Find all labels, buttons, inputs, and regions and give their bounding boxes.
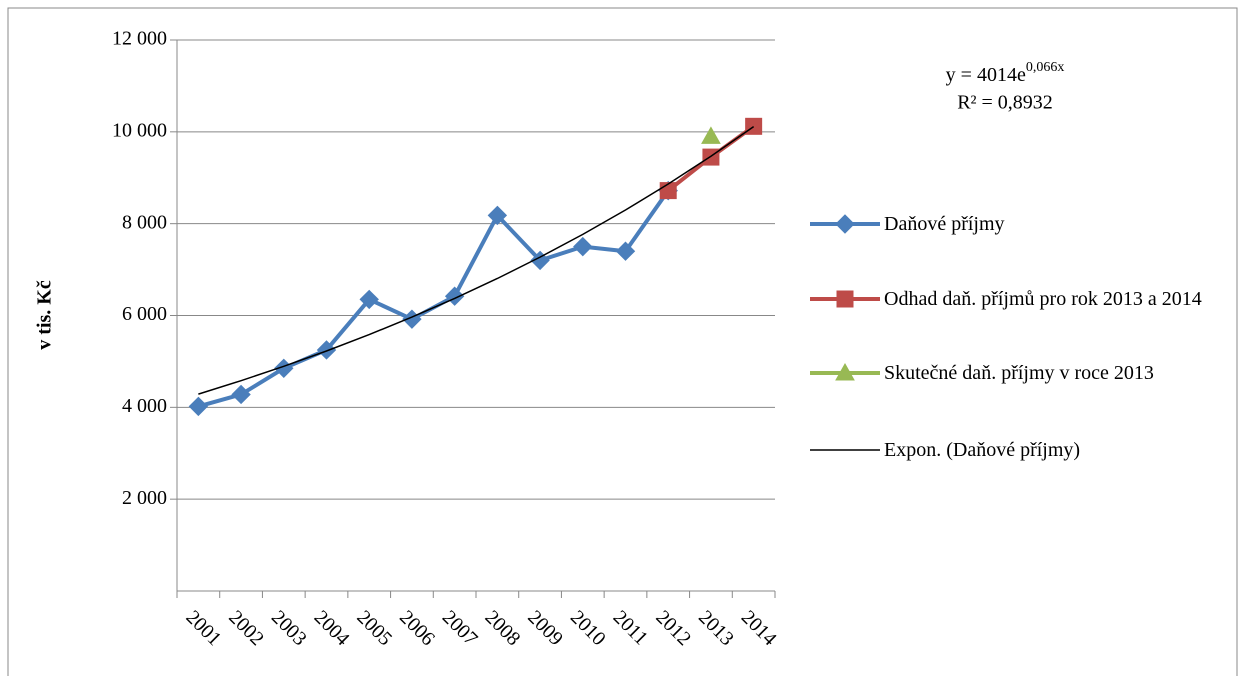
x-tick-label: 2012 xyxy=(651,606,695,650)
diamond-marker xyxy=(359,289,379,310)
x-tick-label: 2008 xyxy=(481,606,525,650)
x-tick-label: 2006 xyxy=(395,606,439,650)
chart-frame xyxy=(7,7,1238,676)
square-marker xyxy=(745,117,763,135)
legend-label: Odhad daň. příjmů pro rok 2013 a 2014 xyxy=(884,288,1202,310)
trend-equation: y = 4014e0,066x xyxy=(946,60,1065,85)
equation-exponent: 0,066x xyxy=(1026,60,1065,75)
diamond-marker xyxy=(615,241,636,261)
triangle-marker xyxy=(701,126,721,144)
series-line xyxy=(197,189,670,409)
y-tick-label: 12 000 xyxy=(112,28,167,50)
diamond-marker xyxy=(835,214,855,234)
legend-label: Expon. (Daňové příjmy) xyxy=(884,439,1081,461)
legend-label: Daňové příjmy xyxy=(884,213,1005,235)
y-tick-label: 8 000 xyxy=(122,211,167,233)
diamond-marker xyxy=(573,236,593,257)
y-tick-label: 4 000 xyxy=(122,395,167,417)
x-tick-label: 2007 xyxy=(438,606,482,650)
x-tick-label: 2005 xyxy=(352,606,396,650)
x-tick-label: 2001 xyxy=(182,606,226,650)
x-tick-label: 2004 xyxy=(310,606,354,650)
trend-line xyxy=(198,125,755,395)
equation-base: y = 4014e xyxy=(946,64,1026,86)
y-tick-label: 10 000 xyxy=(112,119,167,141)
diamond-marker xyxy=(316,340,337,360)
diamond-marker xyxy=(188,396,209,417)
diamond-marker xyxy=(274,358,294,379)
diamond-marker xyxy=(231,384,251,405)
x-tick-label: 2009 xyxy=(523,606,567,650)
square-marker xyxy=(659,182,677,200)
x-tick-label: 2013 xyxy=(694,606,738,650)
y-tick-label: 6 000 xyxy=(122,303,167,325)
x-tick-label: 2014 xyxy=(737,606,781,650)
y-axis-label: v tis. Kč xyxy=(34,280,56,350)
triangle-marker xyxy=(835,362,855,381)
legend-label: Skutečné daň. příjmy v roce 2013 xyxy=(884,362,1154,384)
x-tick-label: 2003 xyxy=(267,606,311,650)
diamond-marker xyxy=(487,205,508,226)
y-tick-label: 2 000 xyxy=(122,487,167,509)
x-tick-label: 2002 xyxy=(224,606,268,650)
diamond-marker xyxy=(530,250,550,271)
square-marker xyxy=(836,290,854,308)
trend-r2: R² = 0,8932 xyxy=(957,92,1053,114)
x-tick-label: 2011 xyxy=(609,606,652,649)
x-tick-label: 2010 xyxy=(566,606,610,650)
